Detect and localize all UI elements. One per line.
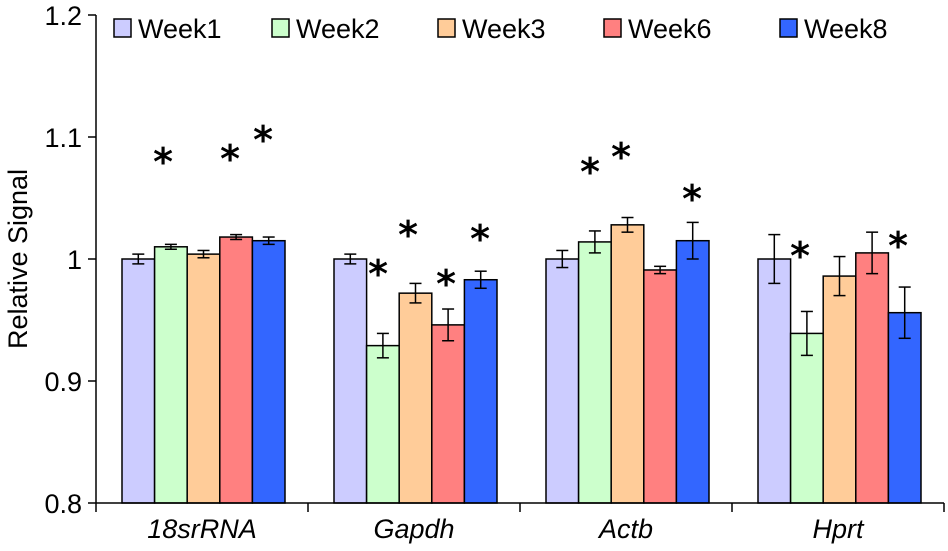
error-bar	[768, 233, 781, 285]
bar-week1-18srrna	[121, 258, 156, 504]
legend-swatch	[603, 18, 622, 38]
error-bar	[197, 249, 210, 259]
error-bar	[164, 243, 177, 250]
error-bar	[654, 265, 667, 275]
significance-markers-layer: ************	[153, 118, 908, 306]
significance-star: *	[611, 135, 631, 179]
x-category-label: Gapdh	[373, 514, 454, 544]
bar-week8-gapdh	[463, 278, 498, 504]
bar-week1-hprt	[757, 258, 792, 504]
bar-week2-gapdh	[365, 344, 400, 504]
x-category-label: 18srRNA	[147, 514, 257, 544]
error-bar	[132, 253, 145, 265]
significance-star: *	[220, 137, 240, 181]
bar-week8-actb	[675, 239, 710, 504]
legend-item-week1: Week1	[113, 14, 222, 44]
significance-star: *	[580, 150, 600, 194]
legend-label: Week8	[804, 14, 888, 44]
y-tick-label: 0.8	[44, 489, 82, 519]
error-bar	[800, 310, 813, 357]
y-tick-label: 1.2	[44, 1, 82, 31]
legend-item-week8: Week8	[779, 14, 888, 44]
error-bars-layer	[132, 216, 911, 359]
legend-swatch	[113, 18, 132, 38]
significance-star: *	[888, 224, 908, 268]
bars-layer	[121, 224, 922, 504]
bar-week8-hprt	[887, 311, 922, 504]
legend-item-week6: Week6	[603, 14, 712, 44]
error-bar	[474, 270, 487, 290]
significance-star: *	[368, 252, 388, 296]
y-ticks: 0.8 0.9 1 1.1 1.2	[44, 1, 96, 519]
y-tick-label: 1.1	[44, 123, 82, 153]
error-bar	[376, 332, 389, 359]
legend-label: Week1	[138, 14, 222, 44]
error-bar	[833, 255, 846, 297]
error-bar	[556, 249, 569, 269]
legend-item-week3: Week3	[437, 14, 546, 44]
y-axis-title: Relative Signal	[3, 169, 33, 349]
bar-week6-actb	[643, 269, 678, 504]
error-bar	[344, 253, 357, 265]
bar-week6-gapdh	[431, 324, 466, 504]
bar-week3-hprt	[822, 275, 857, 504]
bar-week6-18srrna	[219, 236, 254, 504]
significance-star: *	[398, 213, 418, 257]
error-bar	[442, 308, 455, 342]
error-bar	[588, 230, 601, 254]
error-bar	[866, 231, 879, 275]
bar-week8-18srrna	[251, 239, 286, 504]
significance-star: *	[790, 234, 810, 278]
significance-star: *	[436, 262, 456, 306]
error-bar	[686, 221, 699, 260]
legend-label: Week3	[462, 14, 546, 44]
bar-week1-gapdh	[333, 258, 368, 504]
bar-week1-actb	[545, 258, 580, 504]
significance-star: *	[153, 140, 173, 184]
bar-week2-actb	[577, 241, 612, 504]
bar-week3-actb	[610, 224, 645, 504]
bar-week3-18srrna	[186, 253, 221, 504]
error-bar	[621, 216, 634, 233]
legend-swatch	[271, 18, 290, 38]
error-bar	[262, 236, 275, 246]
bar-week6-hprt	[855, 252, 890, 504]
legend: Week1 Week2 Week3 Week6 Week8	[113, 14, 888, 44]
legend-item-week2: Week2	[271, 14, 380, 44]
significance-star: *	[470, 217, 490, 261]
error-bar	[409, 282, 422, 304]
legend-label: Week2	[296, 14, 380, 44]
x-ticks: 18srRNA Gapdh Actb Hprt	[95, 503, 945, 544]
significance-star: *	[682, 177, 702, 221]
error-bar	[230, 233, 243, 241]
x-category-label: Actb	[597, 514, 653, 544]
bar-week2-hprt	[789, 332, 824, 504]
bar-week3-gapdh	[398, 292, 433, 504]
legend-label: Week6	[628, 14, 712, 44]
y-tick-label: 0.9	[44, 367, 82, 397]
y-tick-label: 1	[67, 245, 82, 275]
error-bar	[898, 286, 911, 340]
legend-swatch	[437, 18, 456, 38]
bar-week2-18srrna	[153, 246, 188, 504]
legend-swatch	[779, 18, 798, 38]
significance-star: *	[253, 118, 273, 162]
x-category-label: Hprt	[812, 514, 865, 544]
